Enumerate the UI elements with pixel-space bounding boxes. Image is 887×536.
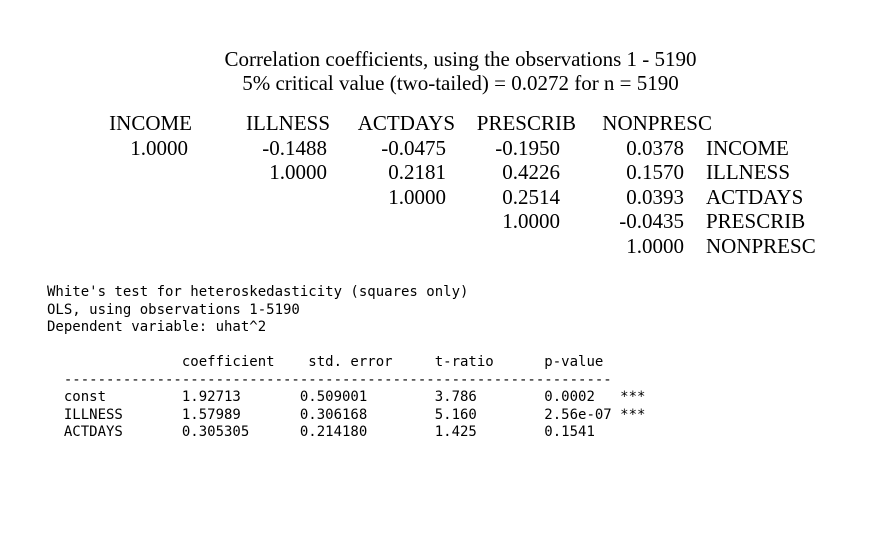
correlation-cell <box>446 234 560 259</box>
correlation-cell: -0.1950 <box>495 135 560 160</box>
correlation-column-header: ACTDAYS <box>357 111 455 135</box>
correlation-row-label: ACTDAYS <box>706 184 804 209</box>
correlation-column-header: ILLNESS <box>246 111 330 135</box>
correlation-row: 1.0000 NONPRESC <box>85 234 844 259</box>
correlation-header-spacer <box>684 111 844 136</box>
correlation-row-label: INCOME <box>706 135 789 160</box>
correlation-cell: 1.0000 <box>130 135 188 160</box>
correlation-cell: 1.0000 <box>269 160 327 184</box>
correlation-cell: -0.1488 <box>262 135 327 160</box>
correlation-cell <box>85 160 188 185</box>
correlation-cell: 0.1570 <box>626 160 684 184</box>
correlation-column-header: NONPRESC <box>602 111 712 135</box>
correlation-cell: 0.2181 <box>388 160 446 184</box>
correlation-title-line-1: Correlation coefficients, using the obse… <box>224 47 697 71</box>
correlation-cell <box>85 234 188 259</box>
correlation-row: 1.0000 0.2181 0.4226 0.1570 ILLNESS <box>85 160 844 185</box>
correlation-cell <box>85 209 188 234</box>
correlation-row-label: PRESCRIB <box>706 209 806 233</box>
correlation-cell <box>85 185 188 210</box>
correlation-row: 1.0000 -0.1488 -0.0475 -0.1950 0.0378 INCOME <box>85 136 844 161</box>
correlation-cell <box>188 185 327 210</box>
correlation-row: 1.0000 -0.0435 PRESCRIB <box>85 209 844 234</box>
correlation-header-row: INCOME ILLNESS ACTDAYS PRESCRIB NONPRESC <box>85 111 844 136</box>
correlation-cell: 0.0378 <box>626 135 684 160</box>
correlation-title-line-2: 5% critical value (two-tailed) = 0.0272 … <box>242 71 679 95</box>
correlation-cell: 0.4226 <box>502 160 560 184</box>
correlation-cell: -0.0435 <box>619 209 684 233</box>
correlation-title: Correlation coefficients, using the obse… <box>0 47 887 95</box>
correlation-row: 1.0000 0.2514 0.0393 ACTDAYS <box>85 185 844 210</box>
correlation-matrix-table: INCOME ILLNESS ACTDAYS PRESCRIB NONPRESC 1.0… <box>85 111 844 258</box>
correlation-cell: -0.0475 <box>381 135 446 160</box>
correlation-column-header: PRESCRIB <box>476 111 576 135</box>
white-test-output: White's test for heteroskedasticity (squ… <box>47 284 646 440</box>
correlation-cell: 1.0000 <box>626 233 684 258</box>
correlation-cell: 1.0000 <box>388 184 446 209</box>
correlation-cell <box>188 234 327 259</box>
correlation-row-label: NONPRESC <box>706 233 816 258</box>
correlation-cell: 1.0000 <box>502 209 560 233</box>
correlation-column-header: INCOME <box>109 111 192 135</box>
correlation-cell: 0.2514 <box>502 184 560 209</box>
correlation-cell: 0.0393 <box>626 184 684 209</box>
correlation-cell <box>188 209 327 234</box>
correlation-cell <box>327 209 446 234</box>
correlation-row-label: ILLNESS <box>706 160 790 184</box>
correlation-cell <box>327 234 446 259</box>
